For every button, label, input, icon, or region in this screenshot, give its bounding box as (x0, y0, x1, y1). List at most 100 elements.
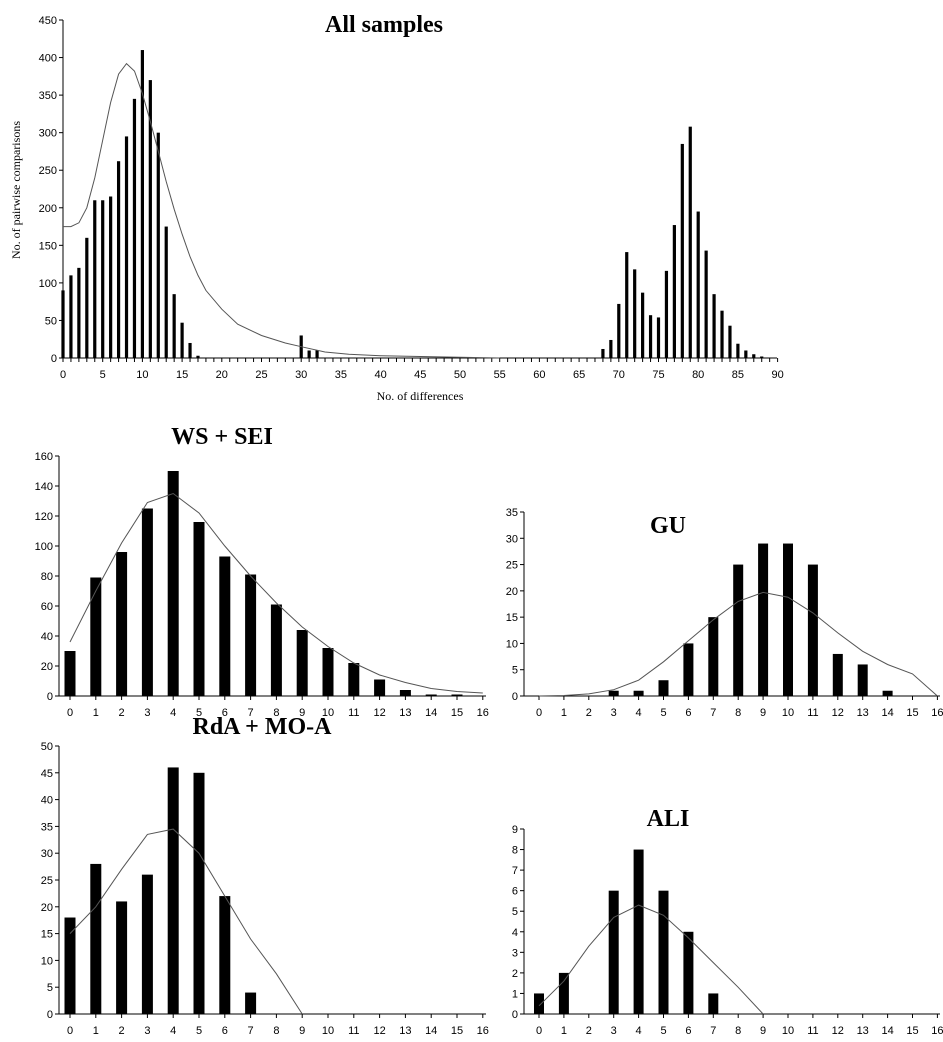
x-tick-label: 10 (782, 1025, 794, 1037)
bar (720, 310, 724, 358)
x-tick-label: 15 (451, 707, 463, 719)
bar (116, 901, 128, 1014)
x-tick-label: 4 (170, 707, 176, 719)
bar (633, 849, 644, 1014)
x-tick-label: 4 (636, 1025, 642, 1037)
bar (425, 694, 437, 696)
y-tick-label: 35 (506, 507, 518, 519)
x-tick-label: 30 (295, 369, 307, 381)
x-tick-label: 12 (373, 707, 385, 719)
x-tick-label: 6 (222, 1025, 228, 1037)
bar (219, 556, 231, 696)
chart-title: WS + SEI (171, 424, 273, 450)
y-tick-label: 15 (41, 929, 53, 941)
bar (708, 617, 719, 696)
x-tick-label: 9 (299, 1025, 305, 1037)
x-tick-label: 7 (710, 1025, 716, 1037)
bar (633, 269, 637, 358)
x-tick-label: 2 (119, 707, 125, 719)
bar (758, 543, 769, 696)
y-tick-label: 300 (39, 128, 57, 140)
bar (270, 604, 282, 696)
y-tick-label: 50 (41, 741, 53, 753)
x-tick-label: 1 (561, 1025, 567, 1037)
x-tick-label: 13 (399, 707, 411, 719)
bar (64, 651, 76, 696)
y-tick-label: 120 (35, 511, 53, 523)
x-tick-label: 10 (136, 369, 148, 381)
x-tick-label: 70 (613, 369, 625, 381)
bar (608, 690, 619, 696)
y-tick-label: 0 (51, 353, 57, 365)
bar (180, 322, 184, 358)
y-tick-label: 40 (41, 795, 53, 807)
bar (656, 317, 661, 358)
x-tick-label: 9 (760, 707, 766, 719)
x-tick-label: 55 (494, 369, 506, 381)
bar (93, 200, 97, 358)
x-tick-label: 2 (586, 707, 592, 719)
y-tick-label: 8 (512, 845, 518, 857)
y-tick-label: 10 (506, 638, 518, 650)
y-tick-label: 350 (39, 90, 57, 102)
bar (617, 303, 621, 358)
y-tick-label: 60 (41, 601, 53, 613)
x-tick-label: 10 (322, 1025, 334, 1037)
x-tick-label: 14 (881, 707, 893, 719)
bar (61, 290, 65, 358)
y-tick-label: 0 (512, 1009, 518, 1021)
x-tick-label: 5 (660, 707, 666, 719)
bar (683, 643, 694, 696)
x-tick-label: 4 (170, 1025, 176, 1037)
bar (109, 196, 113, 358)
expected-curve (69, 492, 483, 694)
x-tick-label: 7 (248, 1025, 254, 1037)
y-tick-label: 450 (39, 15, 57, 27)
bar (148, 80, 152, 358)
x-tick-label: 12 (373, 1025, 385, 1037)
x-tick-label: 12 (832, 1025, 844, 1037)
y-tick-label: 7 (512, 865, 518, 877)
y-tick-label: 25 (41, 875, 53, 887)
x-tick-label: 9 (760, 1025, 766, 1037)
y-tick-label: 30 (506, 533, 518, 545)
y-tick-label: 45 (41, 768, 53, 780)
x-tick-label: 3 (144, 707, 150, 719)
bar (712, 294, 716, 358)
x-tick-label: 60 (533, 369, 545, 381)
x-tick-label: 6 (685, 707, 691, 719)
bar (807, 564, 818, 696)
bar (188, 342, 192, 358)
bar (132, 98, 137, 358)
y-tick-label: 0 (47, 1009, 53, 1021)
bar (680, 143, 684, 358)
x-tick-label: 75 (652, 369, 664, 381)
y-tick-label: 35 (41, 821, 53, 833)
x-tick-label: 10 (782, 707, 794, 719)
x-tick-label: 15 (176, 369, 188, 381)
y-tick-label: 5 (47, 982, 53, 994)
bar (658, 680, 669, 696)
x-tick-label: 3 (611, 707, 617, 719)
bar (696, 211, 700, 358)
y-tick-label: 200 (39, 203, 57, 215)
x-tick-label: 9 (299, 707, 305, 719)
bar (196, 355, 200, 358)
x-tick-label: 11 (348, 707, 359, 719)
bar (307, 350, 311, 358)
bar (882, 690, 893, 696)
y-tick-label: 50 (45, 315, 57, 327)
x-tick-label: 90 (771, 369, 783, 381)
bar (101, 200, 105, 358)
y-tick-label: 0 (47, 691, 53, 703)
bar (558, 972, 569, 1014)
expected-curve (538, 591, 938, 697)
bar (348, 663, 360, 696)
x-tick-label: 35 (335, 369, 347, 381)
bar (744, 350, 748, 358)
bar (141, 874, 153, 1014)
y-tick-label: 400 (39, 53, 57, 65)
bar (683, 931, 694, 1014)
bar (704, 250, 708, 358)
